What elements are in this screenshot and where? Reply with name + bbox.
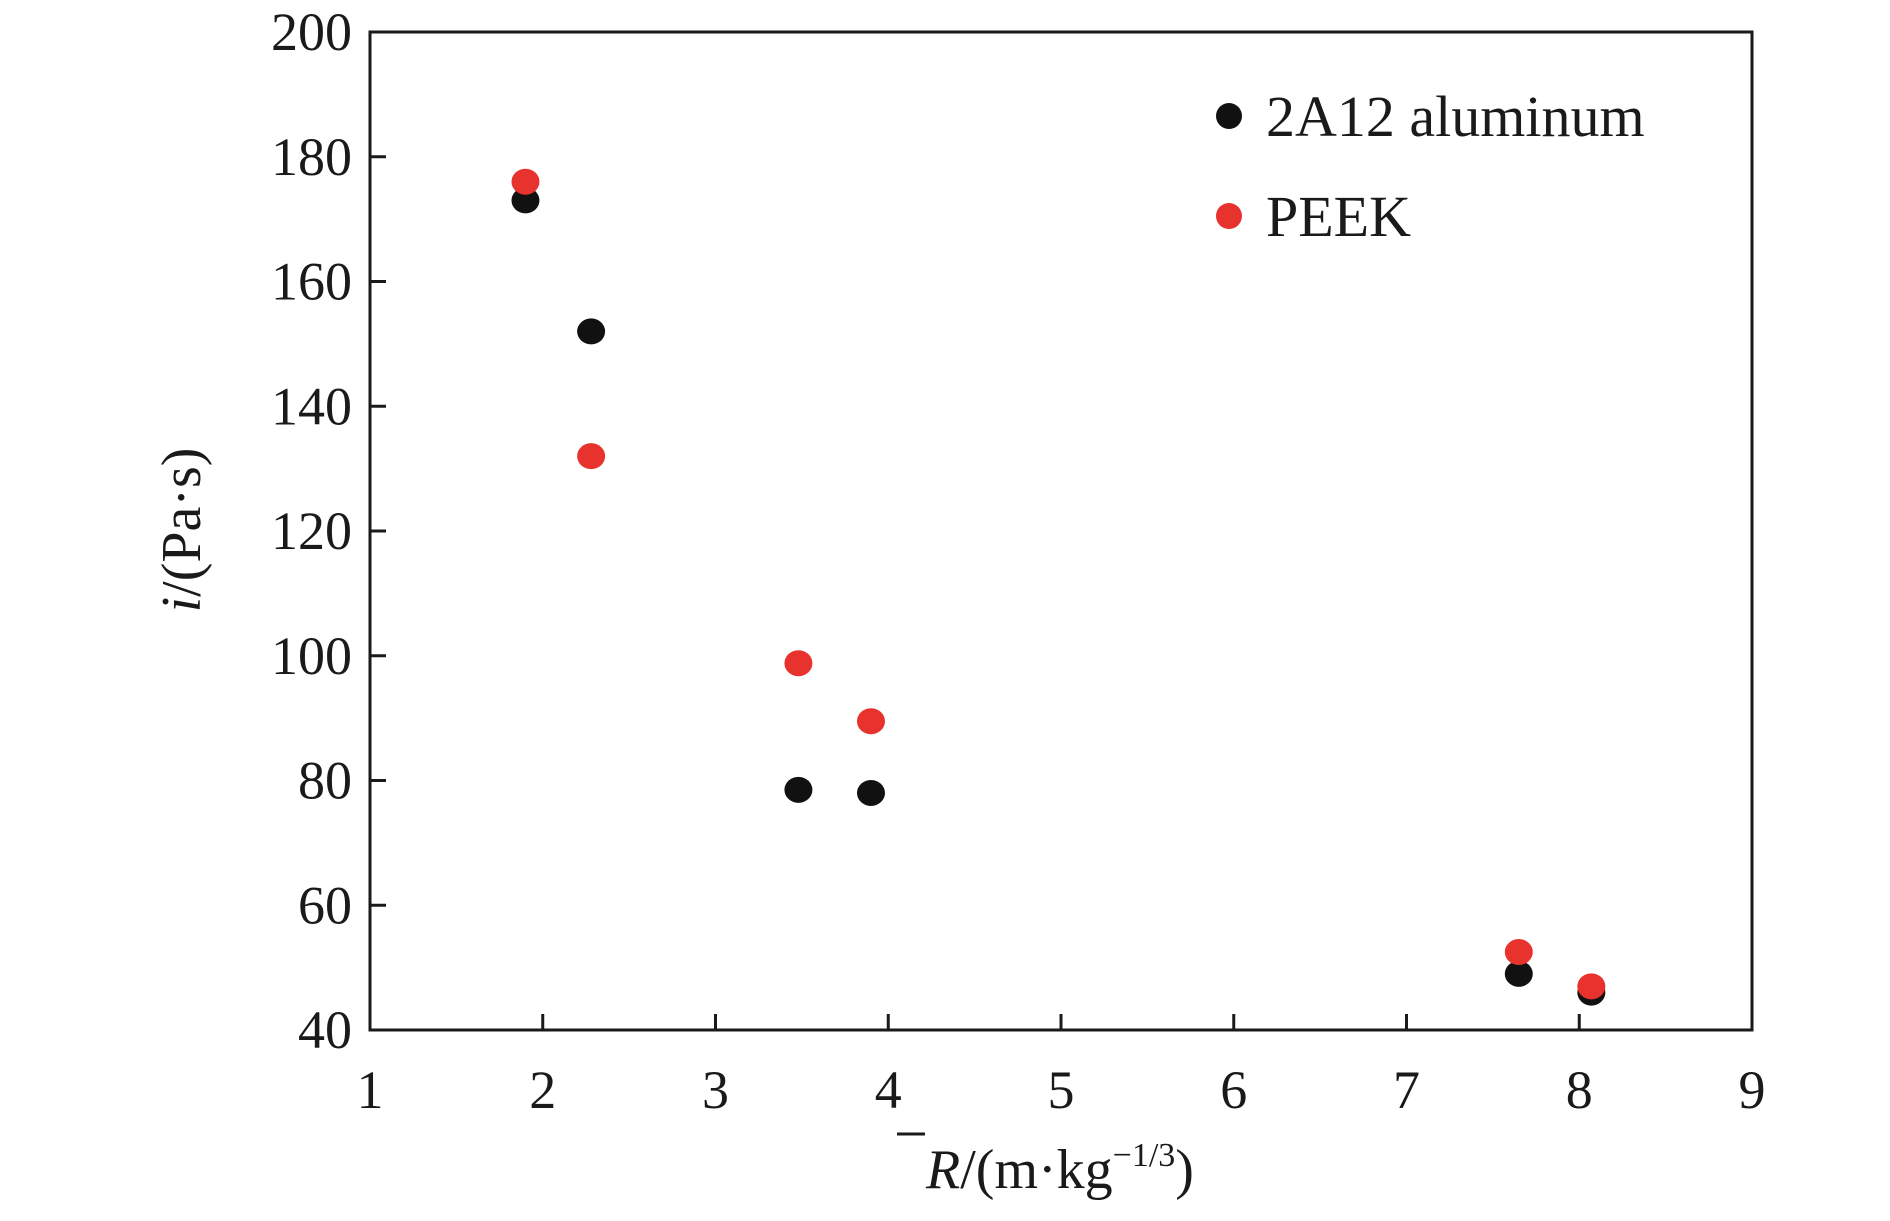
data-point-peek xyxy=(1504,939,1533,966)
y-tick-label: 140 xyxy=(271,376,352,436)
x-tick-label: 2 xyxy=(529,1060,556,1120)
y-tick-label: 40 xyxy=(298,1000,352,1060)
x-axis-title: R/(m·kg−1/3) xyxy=(925,1137,1194,1201)
x-tick-label: 4 xyxy=(875,1060,902,1120)
data-point-peek xyxy=(511,168,540,195)
legend: 2A12 aluminum PEEK xyxy=(1216,84,1645,249)
y-axis-title: i/(Pa·s) xyxy=(151,448,213,613)
x-tick-label: 8 xyxy=(1566,1060,1593,1120)
plot-frame xyxy=(368,30,1754,1032)
legend-marker xyxy=(1216,203,1242,229)
data-point-aluminum xyxy=(511,187,540,214)
y-tick-label: 200 xyxy=(271,2,352,62)
legend-label: PEEK xyxy=(1266,184,1411,249)
x-axis-unit-close: ) xyxy=(1175,1139,1194,1201)
x-tick-label: 5 xyxy=(1048,1060,1075,1120)
x-tick-label: 1 xyxy=(357,1060,384,1120)
x-axis-symbol: R xyxy=(925,1139,960,1201)
x-axis-unit-exponent: −1/3 xyxy=(1113,1137,1176,1174)
legend-label: 2A12 aluminum xyxy=(1266,84,1645,149)
data-point-aluminum xyxy=(784,776,813,803)
y-tick-label: 180 xyxy=(271,127,352,187)
data-point-aluminum xyxy=(1504,960,1533,987)
y-axis-ticks: 40 60 80 100 120 140 160 180 200 xyxy=(271,2,386,1060)
y-axis-symbol: i xyxy=(151,597,213,613)
data-point-aluminum xyxy=(856,779,885,806)
y-axis-unit: /(Pa·s) xyxy=(151,448,213,597)
data-point-peek xyxy=(577,443,606,470)
y-tick-label: 160 xyxy=(271,252,352,312)
y-tick-label: 100 xyxy=(271,626,352,686)
x-tick-label: 7 xyxy=(1393,1060,1420,1120)
data-point-aluminum xyxy=(577,318,606,345)
data-point-peek xyxy=(1577,973,1606,1000)
x-axis-ticks: 1 2 3 4 5 6 7 8 9 xyxy=(357,1014,1766,1120)
y-tick-label: 80 xyxy=(298,751,352,811)
data-points xyxy=(511,168,1606,1006)
legend-marker xyxy=(1216,103,1242,129)
x-tick-label: 6 xyxy=(1220,1060,1247,1120)
data-point-peek xyxy=(784,650,813,677)
y-tick-label: 120 xyxy=(271,501,352,561)
x-tick-label: 3 xyxy=(702,1060,729,1120)
x-axis-unit-open: /(m·kg xyxy=(960,1139,1112,1201)
data-point-peek xyxy=(856,708,885,735)
x-tick-label: 9 xyxy=(1739,1060,1766,1120)
y-tick-label: 60 xyxy=(298,875,352,935)
